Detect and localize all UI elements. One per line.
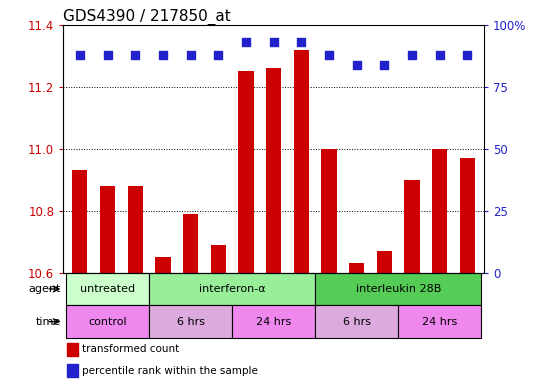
Point <box>408 51 416 58</box>
Bar <box>72 170 87 273</box>
Text: interleukin 28B: interleukin 28B <box>355 284 441 294</box>
Point <box>352 61 361 68</box>
Bar <box>404 180 420 273</box>
Bar <box>432 149 447 273</box>
Bar <box>315 273 481 305</box>
Text: interferon-α: interferon-α <box>199 284 266 294</box>
Bar <box>398 305 481 338</box>
Bar <box>66 305 149 338</box>
Bar <box>183 214 198 273</box>
Point <box>75 51 84 58</box>
Text: time: time <box>35 316 60 327</box>
Point <box>186 51 195 58</box>
Text: 6 hrs: 6 hrs <box>177 316 205 327</box>
Bar <box>66 273 149 305</box>
Point <box>435 51 444 58</box>
Text: transformed count: transformed count <box>82 344 179 354</box>
Bar <box>68 343 78 356</box>
Point <box>463 51 472 58</box>
Bar <box>238 71 254 273</box>
Bar <box>149 273 315 305</box>
Text: agent: agent <box>28 284 60 294</box>
Bar <box>100 186 115 273</box>
Point <box>270 39 278 45</box>
Bar <box>266 68 281 273</box>
Text: 24 hrs: 24 hrs <box>422 316 458 327</box>
Bar <box>232 305 315 338</box>
Text: untreated: untreated <box>80 284 135 294</box>
Text: control: control <box>88 316 127 327</box>
Point <box>158 51 167 58</box>
Bar <box>149 305 232 338</box>
Text: percentile rank within the sample: percentile rank within the sample <box>82 366 258 376</box>
Point <box>380 61 389 68</box>
Bar <box>211 245 226 273</box>
Point <box>131 51 140 58</box>
Bar <box>294 50 309 273</box>
Bar <box>349 263 364 273</box>
Text: 24 hrs: 24 hrs <box>256 316 292 327</box>
Point <box>324 51 333 58</box>
Text: GDS4390 / 217850_at: GDS4390 / 217850_at <box>63 9 231 25</box>
Bar <box>377 251 392 273</box>
Point <box>103 51 112 58</box>
Text: 6 hrs: 6 hrs <box>343 316 371 327</box>
Bar <box>321 149 337 273</box>
Point <box>297 39 306 45</box>
Bar <box>315 305 398 338</box>
Point <box>214 51 223 58</box>
Bar <box>68 364 78 377</box>
Bar <box>460 158 475 273</box>
Bar <box>155 257 170 273</box>
Bar <box>128 186 143 273</box>
Point <box>241 39 250 45</box>
